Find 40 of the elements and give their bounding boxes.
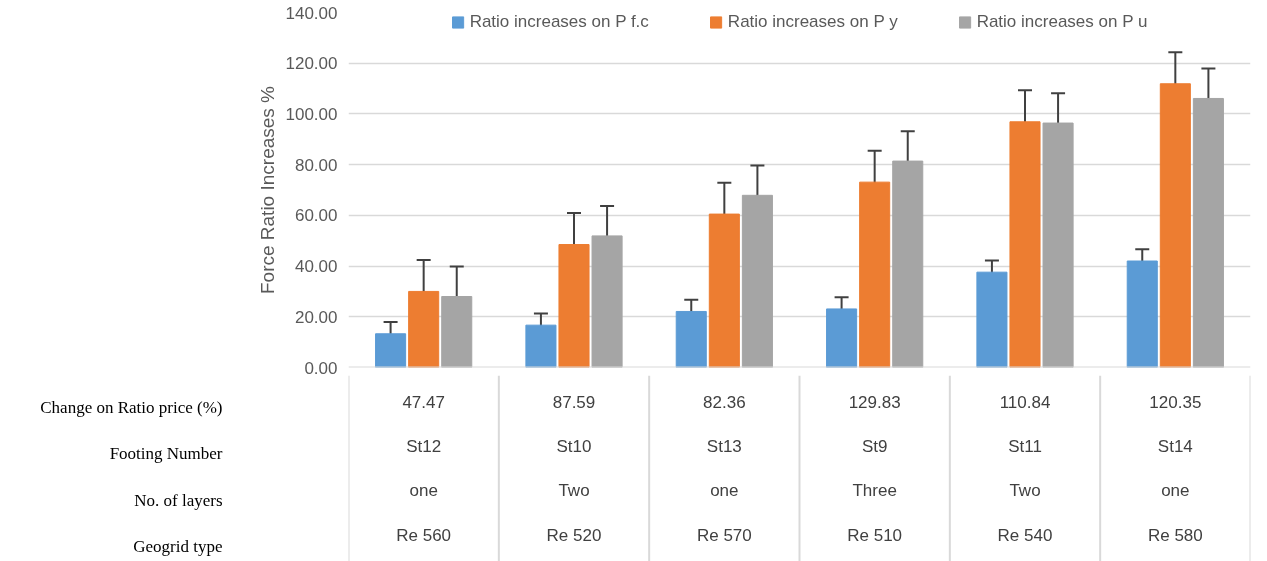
bar: [558, 244, 590, 368]
text: No. of layers: [134, 490, 223, 510]
y-tick-label: 60.00: [294, 206, 338, 226]
bar: [441, 296, 473, 368]
bar: [525, 324, 557, 368]
category-label: 82.36 St13 one Re 570: [696, 392, 752, 545]
y-tick-label: 80.00: [294, 155, 338, 175]
bar: [1009, 121, 1041, 368]
y-tick-label: 20.00: [294, 307, 338, 327]
bar: [976, 271, 1008, 368]
y-tick-label: 120.00: [285, 54, 338, 74]
category-label: 110.84 St11 Two Re 540: [997, 392, 1053, 545]
category-label: 120.35 St14 one Re 580: [1147, 392, 1203, 545]
text: Geogrid type: [133, 537, 223, 557]
bar: [1192, 97, 1224, 368]
bar: [1042, 122, 1074, 368]
category-label: 87.59 St10 Two Re 520: [546, 392, 602, 545]
bar: [892, 160, 924, 368]
legend-label: Ratio increases on P u: [976, 12, 1148, 32]
category-label: 129.83 St9 Three Re 510: [847, 392, 903, 545]
bar: [708, 213, 740, 368]
bar: [675, 310, 707, 368]
bar: [591, 235, 623, 368]
bar: [1126, 260, 1158, 368]
bar: [826, 308, 858, 368]
text: Change on Ratio price (%): [40, 397, 223, 417]
text: Footing Number: [109, 444, 223, 464]
y-tick-label: 0.00: [304, 358, 338, 378]
bar: [741, 194, 773, 368]
legend-label: Ratio increases on P y: [727, 12, 898, 32]
category-label: 47.47 St12 one Re 560: [396, 392, 452, 545]
y-tick-label: 140.00: [285, 3, 338, 23]
legend-label: Ratio increases on P f.c: [469, 12, 649, 32]
bar: [408, 290, 440, 368]
bar: [375, 333, 407, 368]
bar: [1159, 83, 1191, 368]
y-tick-label: 100.00: [285, 104, 338, 124]
y-axis-title: Force Ratio Increases %: [256, 85, 278, 295]
y-tick-label: 40.00: [294, 257, 338, 277]
bar: [859, 181, 891, 368]
